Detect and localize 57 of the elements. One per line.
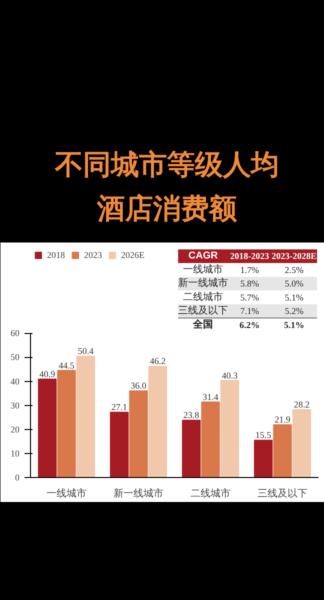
y-tick-label: 40 (10, 376, 20, 386)
data-label: 40.9 (39, 368, 56, 379)
text: 5.8% (240, 278, 260, 289)
text: 7.1% (240, 306, 260, 316)
text: 5.0% (284, 278, 304, 289)
text: 5.2% (284, 306, 304, 316)
bar (148, 366, 168, 478)
y-tick-label: 0 (15, 472, 20, 482)
data-label: 46.2 (150, 356, 166, 366)
x-tick-label: 二线城市 (190, 488, 230, 500)
text: 5.1% (284, 292, 304, 302)
bar (220, 380, 240, 478)
data-label: 31.4 (202, 392, 219, 402)
bar (201, 401, 220, 478)
text: 2018-2023 (230, 251, 270, 262)
legend-label: 2023 (84, 250, 103, 260)
y-tick-label: 50 (10, 352, 20, 362)
text: 全国 (192, 318, 214, 330)
data-label: 40.3 (222, 370, 238, 380)
y-tick-label: 10 (10, 448, 20, 458)
legend-label: 2018 (47, 250, 66, 260)
y-tick-label: 30 (10, 400, 20, 410)
bar (129, 390, 148, 478)
bar (110, 412, 129, 478)
data-label: 28.2 (294, 399, 310, 410)
data-label: 15.5 (255, 430, 272, 440)
data-label: 50.4 (78, 346, 94, 356)
y-tick-label: 60 (10, 328, 20, 338)
text: 2023-2028E (272, 251, 317, 262)
x-tick-label: 新一线城市 (114, 488, 164, 500)
legend-label: 2026E (121, 250, 144, 260)
text: 新一线城市 (178, 277, 228, 290)
text: 一线城市 (183, 263, 224, 276)
bar (57, 370, 76, 478)
bar (76, 356, 96, 478)
data-label: 23.8 (183, 410, 200, 420)
chart-title: 不同城市等级人均酒店消费额 (54, 147, 280, 227)
bar (182, 420, 201, 478)
text: 5.7% (240, 292, 260, 302)
data-label: 27.1 (111, 402, 128, 412)
data-label: 44.5 (58, 360, 75, 370)
text: CAGR (188, 250, 219, 262)
bar (292, 409, 312, 478)
text: 6.2% (240, 320, 260, 330)
text: 5.1% (284, 320, 304, 330)
text: 二线城市 (183, 290, 224, 303)
y-tick-label: 20 (10, 424, 20, 434)
bar (273, 424, 292, 478)
text: 2.5% (284, 264, 304, 275)
x-tick-label: 一线城市 (46, 488, 86, 500)
x-tick-label: 三线及以下 (258, 488, 308, 500)
data-label: 21.9 (274, 414, 291, 425)
bar (254, 440, 273, 478)
text: 三线及以下 (178, 304, 228, 317)
data-label: 36.0 (130, 380, 147, 391)
bar (38, 378, 57, 478)
text: 1.7% (240, 264, 260, 275)
